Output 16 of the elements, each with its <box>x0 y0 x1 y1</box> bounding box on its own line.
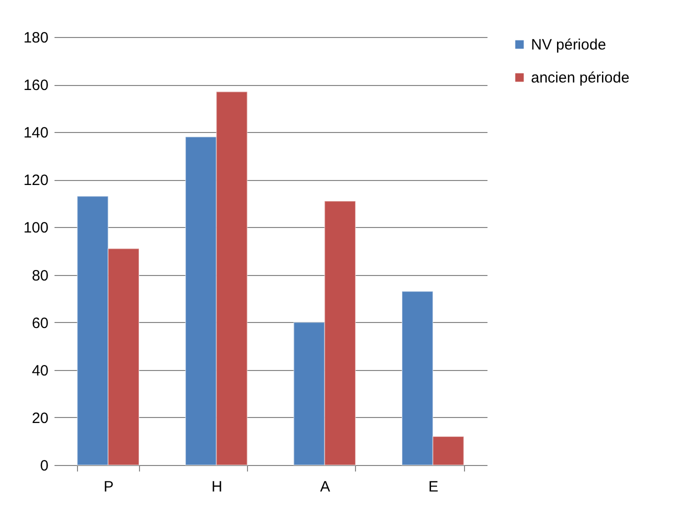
y-tick-label: 20 <box>32 410 48 427</box>
y-tick-label: 140 <box>23 124 48 142</box>
y-tick-label: 100 <box>23 220 48 237</box>
x-tick-label: H <box>211 478 222 496</box>
y-tick-label: 160 <box>23 77 48 94</box>
y-tick-label: 180 <box>23 30 48 46</box>
y-tick-label: 120 <box>23 172 48 190</box>
y-tick-label: 80 <box>32 267 48 284</box>
y-tick-label: 0 <box>40 458 48 474</box>
x-tick-label: A <box>320 478 330 496</box>
legend-label: ancien période <box>531 70 630 86</box>
y-tick-label: 60 <box>32 314 48 332</box>
y-tick-label: 40 <box>32 362 48 380</box>
legend-label: NV période <box>531 36 606 54</box>
x-tick-label: E <box>428 478 438 496</box>
x-tick-label: P <box>104 478 114 496</box>
